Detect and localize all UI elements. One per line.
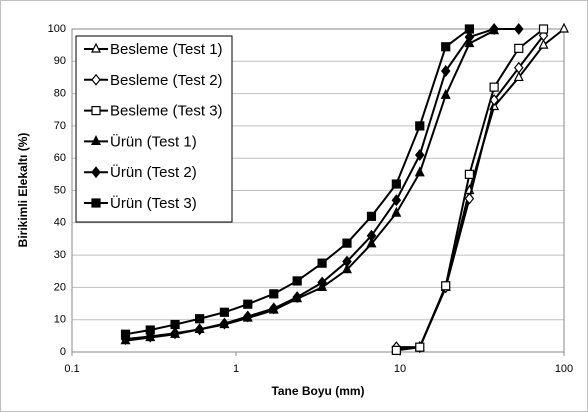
y-tick-label: 30 (54, 249, 66, 261)
marker (195, 314, 205, 324)
marker (170, 327, 180, 340)
marker (366, 237, 377, 248)
marker (243, 310, 253, 323)
marker (391, 194, 402, 207)
marker (269, 289, 279, 299)
marker (120, 329, 131, 339)
legend-label: Ürün (Test 2) (110, 163, 197, 181)
marker (366, 211, 377, 221)
legend: Besleme (Test 1) Besleme (Test 2) Besleme … (75, 35, 233, 223)
legend-label: Besleme (Test 2) (110, 72, 223, 89)
marker (317, 276, 327, 289)
marker (91, 166, 101, 179)
marker (342, 263, 352, 274)
marker (415, 342, 425, 352)
marker (269, 302, 279, 315)
marker (292, 276, 302, 286)
marker (464, 24, 475, 34)
marker (317, 258, 327, 268)
marker (342, 255, 352, 268)
x-tick-label: 10 (394, 363, 406, 375)
y-tick-label: 0 (60, 346, 66, 358)
marker (145, 325, 155, 335)
marker (464, 31, 475, 44)
marker (391, 345, 401, 355)
marker (170, 319, 180, 330)
marker (391, 206, 402, 217)
marker (219, 317, 230, 330)
marker (464, 192, 475, 205)
marker (91, 42, 101, 53)
marker (219, 307, 230, 317)
legend-label: Ürün (Test 1) (110, 132, 197, 150)
legend-box (75, 35, 233, 223)
y-tick-label: 20 (54, 281, 66, 293)
legend-label: Besleme (Test 1) (110, 41, 223, 58)
y-tick-label: 100 (48, 23, 66, 35)
marker (366, 229, 377, 242)
x-tick-label: 100 (555, 363, 573, 375)
marker (391, 179, 401, 189)
x-axis-title: Tane Boyu (mm) (271, 384, 364, 398)
marker (415, 121, 425, 131)
marker (538, 38, 549, 49)
marker (292, 291, 302, 304)
marker (489, 23, 499, 35)
marker (538, 24, 549, 34)
marker (194, 323, 205, 336)
marker (243, 299, 253, 309)
y-tick-label: 40 (54, 217, 66, 229)
legend-label: Ürün (Test 3) (110, 194, 197, 212)
marker (91, 198, 101, 208)
marker (513, 71, 524, 82)
y-axis-title: Birikimli Elekaltı (%) (16, 133, 30, 248)
legend-label: Besleme (Test 3) (110, 103, 223, 120)
marker (489, 82, 499, 92)
y-tick-label: 80 (54, 88, 66, 100)
marker (441, 42, 451, 52)
marker (559, 22, 569, 33)
plot-frame (71, 28, 565, 353)
marker (514, 61, 524, 74)
y-tick-label: 10 (54, 314, 66, 326)
x-tick-label: 0.1 (64, 363, 79, 375)
y-tick-label: 70 (54, 120, 66, 132)
marker (514, 43, 524, 53)
marker (91, 135, 101, 145)
marker (91, 73, 101, 86)
y-tick-label: 50 (54, 184, 66, 196)
marker (440, 88, 451, 99)
marker (441, 281, 451, 291)
marker (342, 238, 352, 248)
y-tick-label: 90 (54, 55, 66, 67)
marker (91, 105, 101, 116)
marker (440, 65, 451, 77)
marker (514, 23, 524, 35)
marker (415, 149, 425, 161)
y-tick-label: 60 (54, 152, 66, 164)
x-tick-label: 1 (233, 363, 239, 375)
marker (414, 166, 425, 177)
marker (464, 169, 475, 179)
